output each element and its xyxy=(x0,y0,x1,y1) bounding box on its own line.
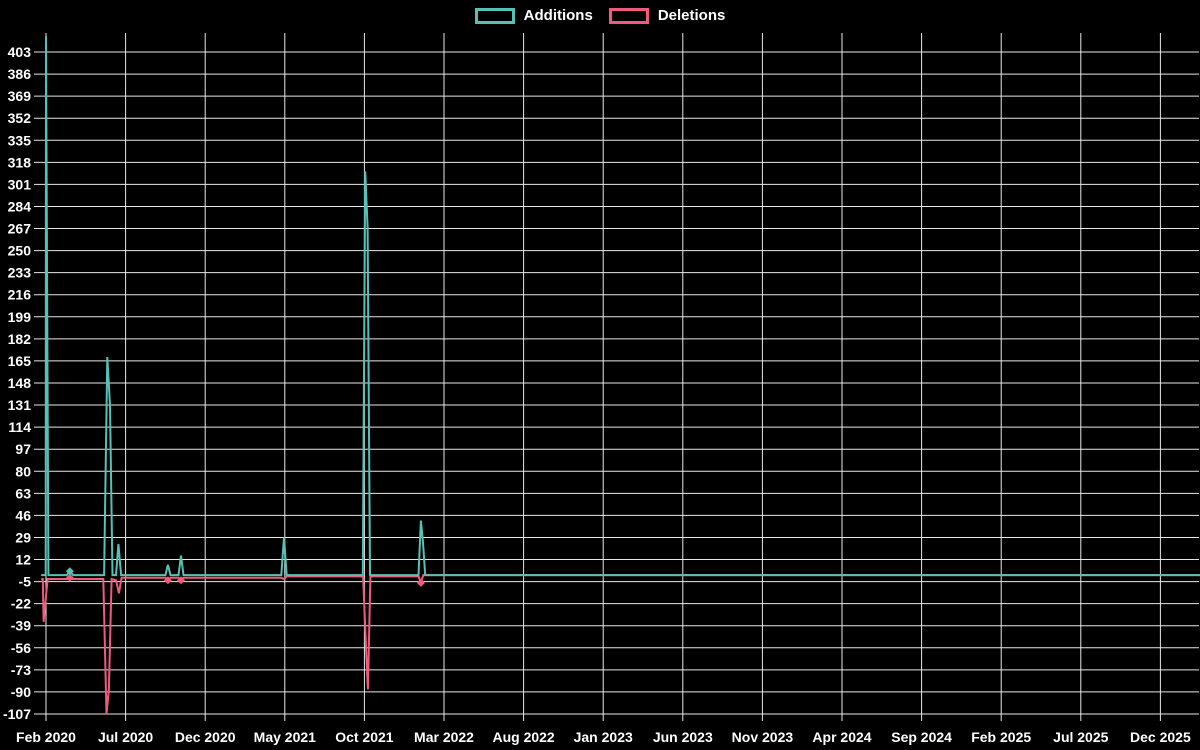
y-tick-label: -56 xyxy=(11,640,31,656)
y-tick-label: 335 xyxy=(8,132,32,148)
x-tick-label: Nov 2023 xyxy=(732,729,794,745)
y-tick-label: 284 xyxy=(8,198,32,214)
x-tick-label: Jan 2023 xyxy=(574,729,633,745)
point-marker-deletions xyxy=(416,578,425,587)
y-tick-label: 97 xyxy=(15,441,31,457)
y-tick-label: 80 xyxy=(15,463,31,479)
y-tick-label: 12 xyxy=(15,552,31,568)
y-tick-label: -39 xyxy=(11,618,31,634)
x-tick-label: Sep 2024 xyxy=(891,729,952,745)
legend-item-additions[interactable]: Additions xyxy=(474,7,593,25)
legend-label-deletions: Deletions xyxy=(657,7,726,24)
x-tick-label: Dec 2025 xyxy=(1130,729,1191,745)
x-tick-label: Jun 2023 xyxy=(653,729,713,745)
x-tick-label: Oct 2021 xyxy=(335,729,394,745)
y-tick-label: 148 xyxy=(8,375,32,391)
point-marker-deletions xyxy=(65,573,74,582)
y-tick-label: -107 xyxy=(3,706,31,722)
x-tick-label: Jul 2025 xyxy=(1053,729,1108,745)
y-tick-label: 131 xyxy=(8,397,32,413)
x-tick-label: May 2021 xyxy=(254,729,316,745)
series-line-deletions xyxy=(41,574,1200,715)
y-tick-label: -5 xyxy=(19,574,32,590)
y-tick-label: 199 xyxy=(8,309,32,325)
y-tick-label: 114 xyxy=(8,419,31,435)
legend-item-deletions[interactable]: Deletions xyxy=(608,7,726,25)
y-tick-label: 165 xyxy=(8,353,32,369)
legend-label-additions: Additions xyxy=(523,7,593,24)
point-marker-additions xyxy=(65,567,74,576)
point-marker-deletions xyxy=(177,576,186,585)
y-tick-label: 369 xyxy=(8,88,32,104)
x-tick-label: Feb 2025 xyxy=(971,729,1031,745)
y-tick-label: 318 xyxy=(8,154,32,170)
y-tick-label: -73 xyxy=(11,662,31,678)
y-tick-label: 216 xyxy=(8,287,32,303)
series-line-additions xyxy=(41,36,1200,577)
chart-legend: Additions Deletions xyxy=(0,7,1200,25)
y-tick-label: 403 xyxy=(8,44,32,60)
y-tick-label: 301 xyxy=(8,176,32,192)
y-tick-label: -90 xyxy=(11,684,31,700)
y-tick-label: 29 xyxy=(15,529,31,545)
y-tick-label: 386 xyxy=(8,66,32,82)
y-tick-label: 233 xyxy=(8,265,32,281)
x-tick-label: Feb 2020 xyxy=(16,729,76,745)
x-tick-label: Jul 2020 xyxy=(98,729,153,745)
x-tick-label: Aug 2022 xyxy=(492,729,554,745)
y-tick-label: -22 xyxy=(11,596,31,612)
additions-swatch-icon xyxy=(474,8,515,24)
deletions-swatch-icon xyxy=(608,8,649,24)
y-tick-label: 267 xyxy=(8,221,32,237)
x-tick-label: Dec 2020 xyxy=(175,729,236,745)
y-tick-label: 182 xyxy=(8,331,32,347)
x-tick-label: Apr 2024 xyxy=(812,729,871,745)
point-marker-deletions xyxy=(163,576,172,585)
y-tick-label: 63 xyxy=(15,485,31,501)
y-tick-label: 46 xyxy=(15,507,31,523)
y-tick-label: 352 xyxy=(8,110,32,126)
x-tick-label: Mar 2022 xyxy=(414,729,474,745)
y-tick-label: 250 xyxy=(8,243,32,259)
